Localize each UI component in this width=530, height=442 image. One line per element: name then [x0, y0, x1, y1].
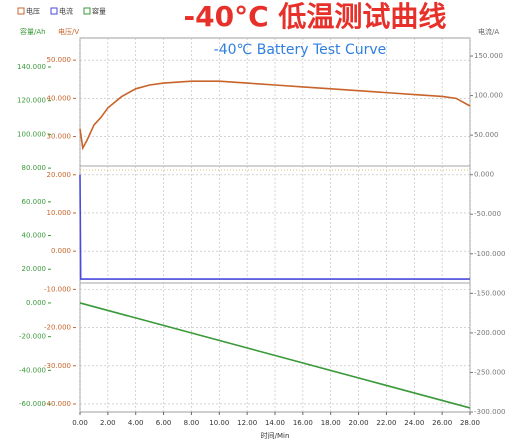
y-axis-title: 电压/V — [58, 27, 79, 36]
y-tick-label: 150.000 — [474, 52, 503, 60]
x-tick-label: 8.00 — [184, 419, 200, 427]
y-tick-label: -100.000 — [474, 250, 505, 258]
y-tick-label: 10.000 — [47, 209, 72, 217]
y-tick-label: -30.000 — [44, 362, 71, 370]
y-tick-label: 40.000 — [22, 232, 47, 240]
y-tick-label: 80.000 — [22, 164, 47, 172]
y-tick-label: 30.000 — [47, 133, 72, 141]
x-tick-label: 22.00 — [376, 419, 396, 427]
chart-title: -40°C 低温测试曲线 — [184, 0, 447, 33]
y-tick-label: 20.000 — [22, 265, 47, 273]
series-line — [79, 174, 470, 280]
legend-swatch — [17, 7, 25, 15]
y-tick-label: -60.000 — [19, 400, 46, 408]
y-tick-label: -250.000 — [474, 368, 505, 376]
x-tick-label: 16.00 — [293, 419, 313, 427]
y-tick-label: -40.000 — [44, 400, 71, 408]
x-tick-label: 0.00 — [72, 419, 88, 427]
y3-axis-title: 容量/Ah — [20, 27, 46, 36]
y-tick-label: -10.000 — [44, 285, 71, 293]
y-tick-label: 0.000 — [474, 171, 494, 179]
y-tick-label: 50.000 — [474, 131, 499, 139]
y-tick-label: 40.000 — [47, 94, 72, 102]
legend-label: 电压 — [26, 7, 40, 16]
y-tick-label: 50.000 — [47, 56, 72, 64]
legend-swatch — [50, 7, 58, 15]
x-tick-label: 28.00 — [460, 419, 480, 427]
legend-swatch — [83, 7, 91, 15]
y-tick-label: 0.000 — [26, 299, 46, 307]
y-tick-label: -200.000 — [474, 329, 505, 337]
y-tick-label: 140.000 — [17, 63, 46, 71]
y2-axis-title: 电流/A — [478, 27, 499, 36]
legend-label: 容量 — [92, 7, 106, 16]
x-tick-label: 10.00 — [209, 419, 229, 427]
y-tick-label: 20.000 — [47, 171, 72, 179]
series-line — [79, 80, 471, 151]
x-tick-label: 26.00 — [432, 419, 452, 427]
y-tick-label: 100.000 — [17, 130, 46, 138]
x-tick-label: 14.00 — [265, 419, 285, 427]
y-tick-label: 60.000 — [22, 198, 47, 206]
x-tick-label: 6.00 — [156, 419, 172, 427]
y-tick-label: -50.000 — [474, 210, 501, 218]
y-tick-label: -150.000 — [474, 289, 505, 297]
y-tick-label: 0.000 — [51, 247, 71, 255]
x-tick-label: 4.00 — [128, 419, 144, 427]
chart-subtitle: -40℃ Battery Test Curve — [214, 42, 387, 58]
y-tick-label: -40.000 — [19, 366, 46, 374]
x-tick-label: 2.00 — [100, 419, 116, 427]
y-tick-label: -300.000 — [474, 408, 505, 416]
y-tick-label: -20.000 — [19, 333, 46, 341]
y-tick-label: -20.000 — [44, 324, 71, 332]
x-tick-label: 18.00 — [321, 419, 341, 427]
legend-label: 电流 — [59, 7, 73, 16]
y-tick-label: 100.000 — [474, 92, 503, 100]
x-tick-label: 20.00 — [349, 419, 369, 427]
y-tick-label: 120.000 — [17, 97, 46, 105]
series-line — [79, 302, 471, 409]
x-axis-title: 时间/Min — [261, 431, 290, 440]
x-tick-label: 12.00 — [237, 419, 257, 427]
x-tick-label: 24.00 — [404, 419, 424, 427]
legend: 电压 电流 容量 — [17, 7, 106, 16]
